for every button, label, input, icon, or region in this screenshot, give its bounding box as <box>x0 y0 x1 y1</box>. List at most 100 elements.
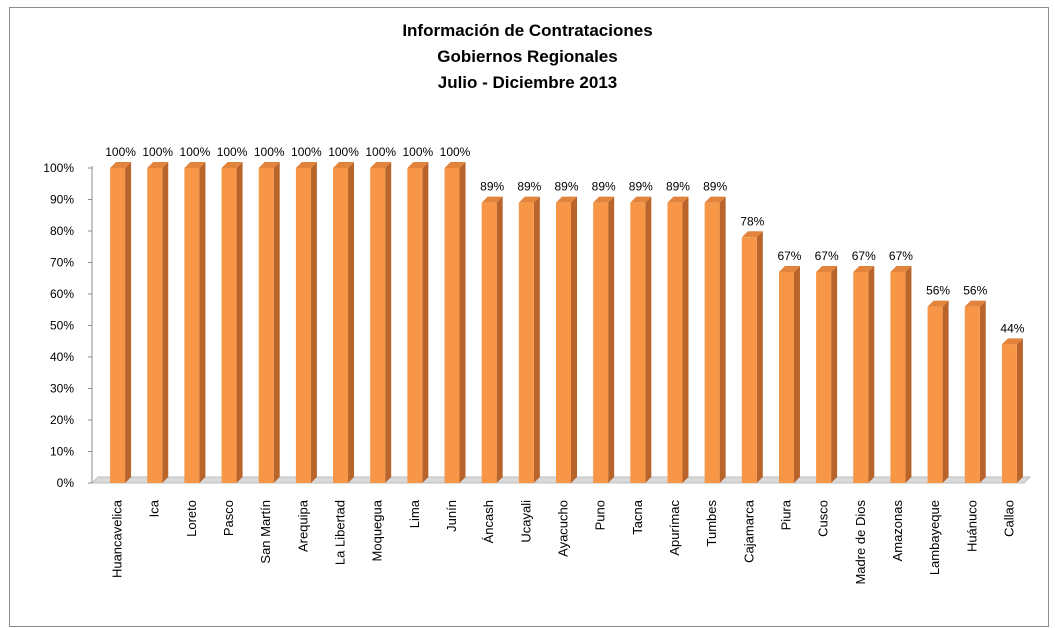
bar <box>704 202 720 483</box>
bar-side <box>868 265 875 483</box>
bar <box>184 168 200 483</box>
bar-top <box>741 231 763 238</box>
bar-top <box>630 196 652 203</box>
data-label: 89% <box>703 180 727 194</box>
bar-top <box>258 162 280 168</box>
category-label: Loreto <box>184 500 199 537</box>
chart-subtitle-period: Julio - Diciembre 2013 <box>437 73 618 92</box>
bar <box>147 168 163 483</box>
bar-side <box>273 162 280 483</box>
bar-side <box>496 196 503 483</box>
data-label: 100% <box>291 145 322 159</box>
bar-top <box>184 162 206 168</box>
category-label: Madre de Dios <box>853 500 868 585</box>
y-tick-label: 20% <box>50 413 74 427</box>
bar-top <box>704 196 726 203</box>
category-label: Amazonas <box>890 500 905 562</box>
category-label: Huancavelica <box>110 499 125 578</box>
bar <box>778 271 794 483</box>
bar-side <box>719 196 726 483</box>
category-label: Lima <box>407 499 422 528</box>
bar <box>890 271 906 483</box>
category-label: Piura <box>778 499 793 530</box>
bar <box>667 202 683 483</box>
bar-side <box>682 196 689 483</box>
category-label: Apurímac <box>667 500 682 556</box>
bar-top <box>444 162 466 168</box>
category-label: Tacna <box>630 499 645 534</box>
bar-top <box>927 300 949 307</box>
bar-top <box>147 162 169 168</box>
category-label: La Libertad <box>333 500 348 565</box>
category-label: Ucayali <box>518 500 533 543</box>
y-tick-label: 0% <box>57 476 75 490</box>
data-label: 100% <box>180 145 211 159</box>
data-label: 100% <box>142 145 173 159</box>
bar-side <box>645 196 652 483</box>
data-label: 100% <box>328 145 359 159</box>
bar-top <box>481 196 503 203</box>
bar-top <box>964 300 986 307</box>
bar-side <box>125 162 132 483</box>
bar-top <box>221 162 243 168</box>
bar <box>221 168 237 483</box>
bar-top <box>816 265 838 272</box>
bar <box>258 168 274 483</box>
category-label: Moquegua <box>370 499 385 561</box>
bar-top <box>110 162 132 168</box>
bar-side <box>979 300 986 483</box>
bar-side <box>608 196 615 483</box>
y-tick-label: 30% <box>50 382 74 396</box>
bar-top <box>518 196 540 203</box>
bar-top <box>370 162 392 168</box>
data-label: 89% <box>554 180 578 194</box>
bar <box>964 306 980 483</box>
bar-side <box>1016 338 1023 483</box>
bar-side <box>348 162 355 483</box>
bar-side <box>793 265 800 483</box>
bar-side <box>385 162 392 483</box>
category-label: Junín <box>444 500 459 532</box>
y-tick-label: 70% <box>50 256 74 270</box>
bar-side <box>310 162 317 483</box>
category-label: Cajamarca <box>741 499 756 563</box>
data-label: 89% <box>517 180 541 194</box>
data-label: 100% <box>440 145 471 159</box>
data-label: 56% <box>963 284 987 298</box>
bar-top <box>556 196 577 203</box>
bar-top <box>295 162 317 168</box>
bar <box>741 237 757 483</box>
bar <box>295 168 311 483</box>
bar <box>110 168 126 483</box>
bar <box>370 168 386 483</box>
data-label: 89% <box>480 180 504 194</box>
bar-top <box>853 265 875 272</box>
y-tick-label: 10% <box>50 445 74 459</box>
bar <box>927 306 943 483</box>
y-tick-label: 40% <box>50 350 74 364</box>
bar-side <box>422 162 429 483</box>
category-label: Ica <box>147 499 162 517</box>
bar <box>481 202 497 483</box>
y-tick-label: 60% <box>50 287 74 301</box>
category-label: Pasco <box>221 500 236 536</box>
data-label: 56% <box>926 284 950 298</box>
category-label: Ayacucho <box>556 500 571 557</box>
data-label: 100% <box>365 145 396 159</box>
chart-subtitle: Gobiernos Regionales <box>437 47 618 66</box>
category-label: Puno <box>593 500 608 530</box>
category-label: San Martín <box>258 500 273 564</box>
bar-top <box>407 162 429 168</box>
bar-top <box>593 196 615 203</box>
y-tick-label: 50% <box>50 319 74 333</box>
bar-top <box>667 196 689 203</box>
data-label: 100% <box>254 145 285 159</box>
bar-side <box>756 231 763 483</box>
bar <box>593 202 609 483</box>
y-tick-label: 100% <box>43 161 74 175</box>
data-label: 44% <box>1000 321 1024 335</box>
bar-top <box>890 265 912 272</box>
bar <box>1001 344 1017 483</box>
bar-side <box>236 162 243 483</box>
